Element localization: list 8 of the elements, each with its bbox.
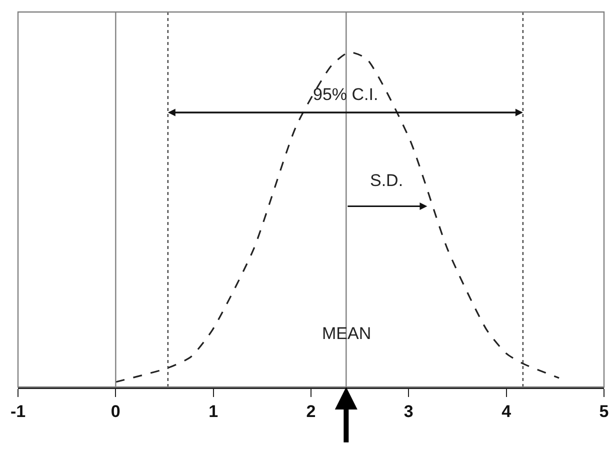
x-tick-label: 3 — [404, 402, 414, 422]
x-tick-label: 1 — [208, 402, 218, 422]
annotation: S.D. — [370, 171, 404, 190]
x-tick-label: -1 — [10, 402, 26, 422]
x-tick-label: 5 — [599, 402, 609, 422]
x-tick-label: 4 — [502, 402, 512, 422]
x-tick-label: 2 — [306, 402, 316, 422]
x-tick-label: 0 — [110, 402, 120, 422]
